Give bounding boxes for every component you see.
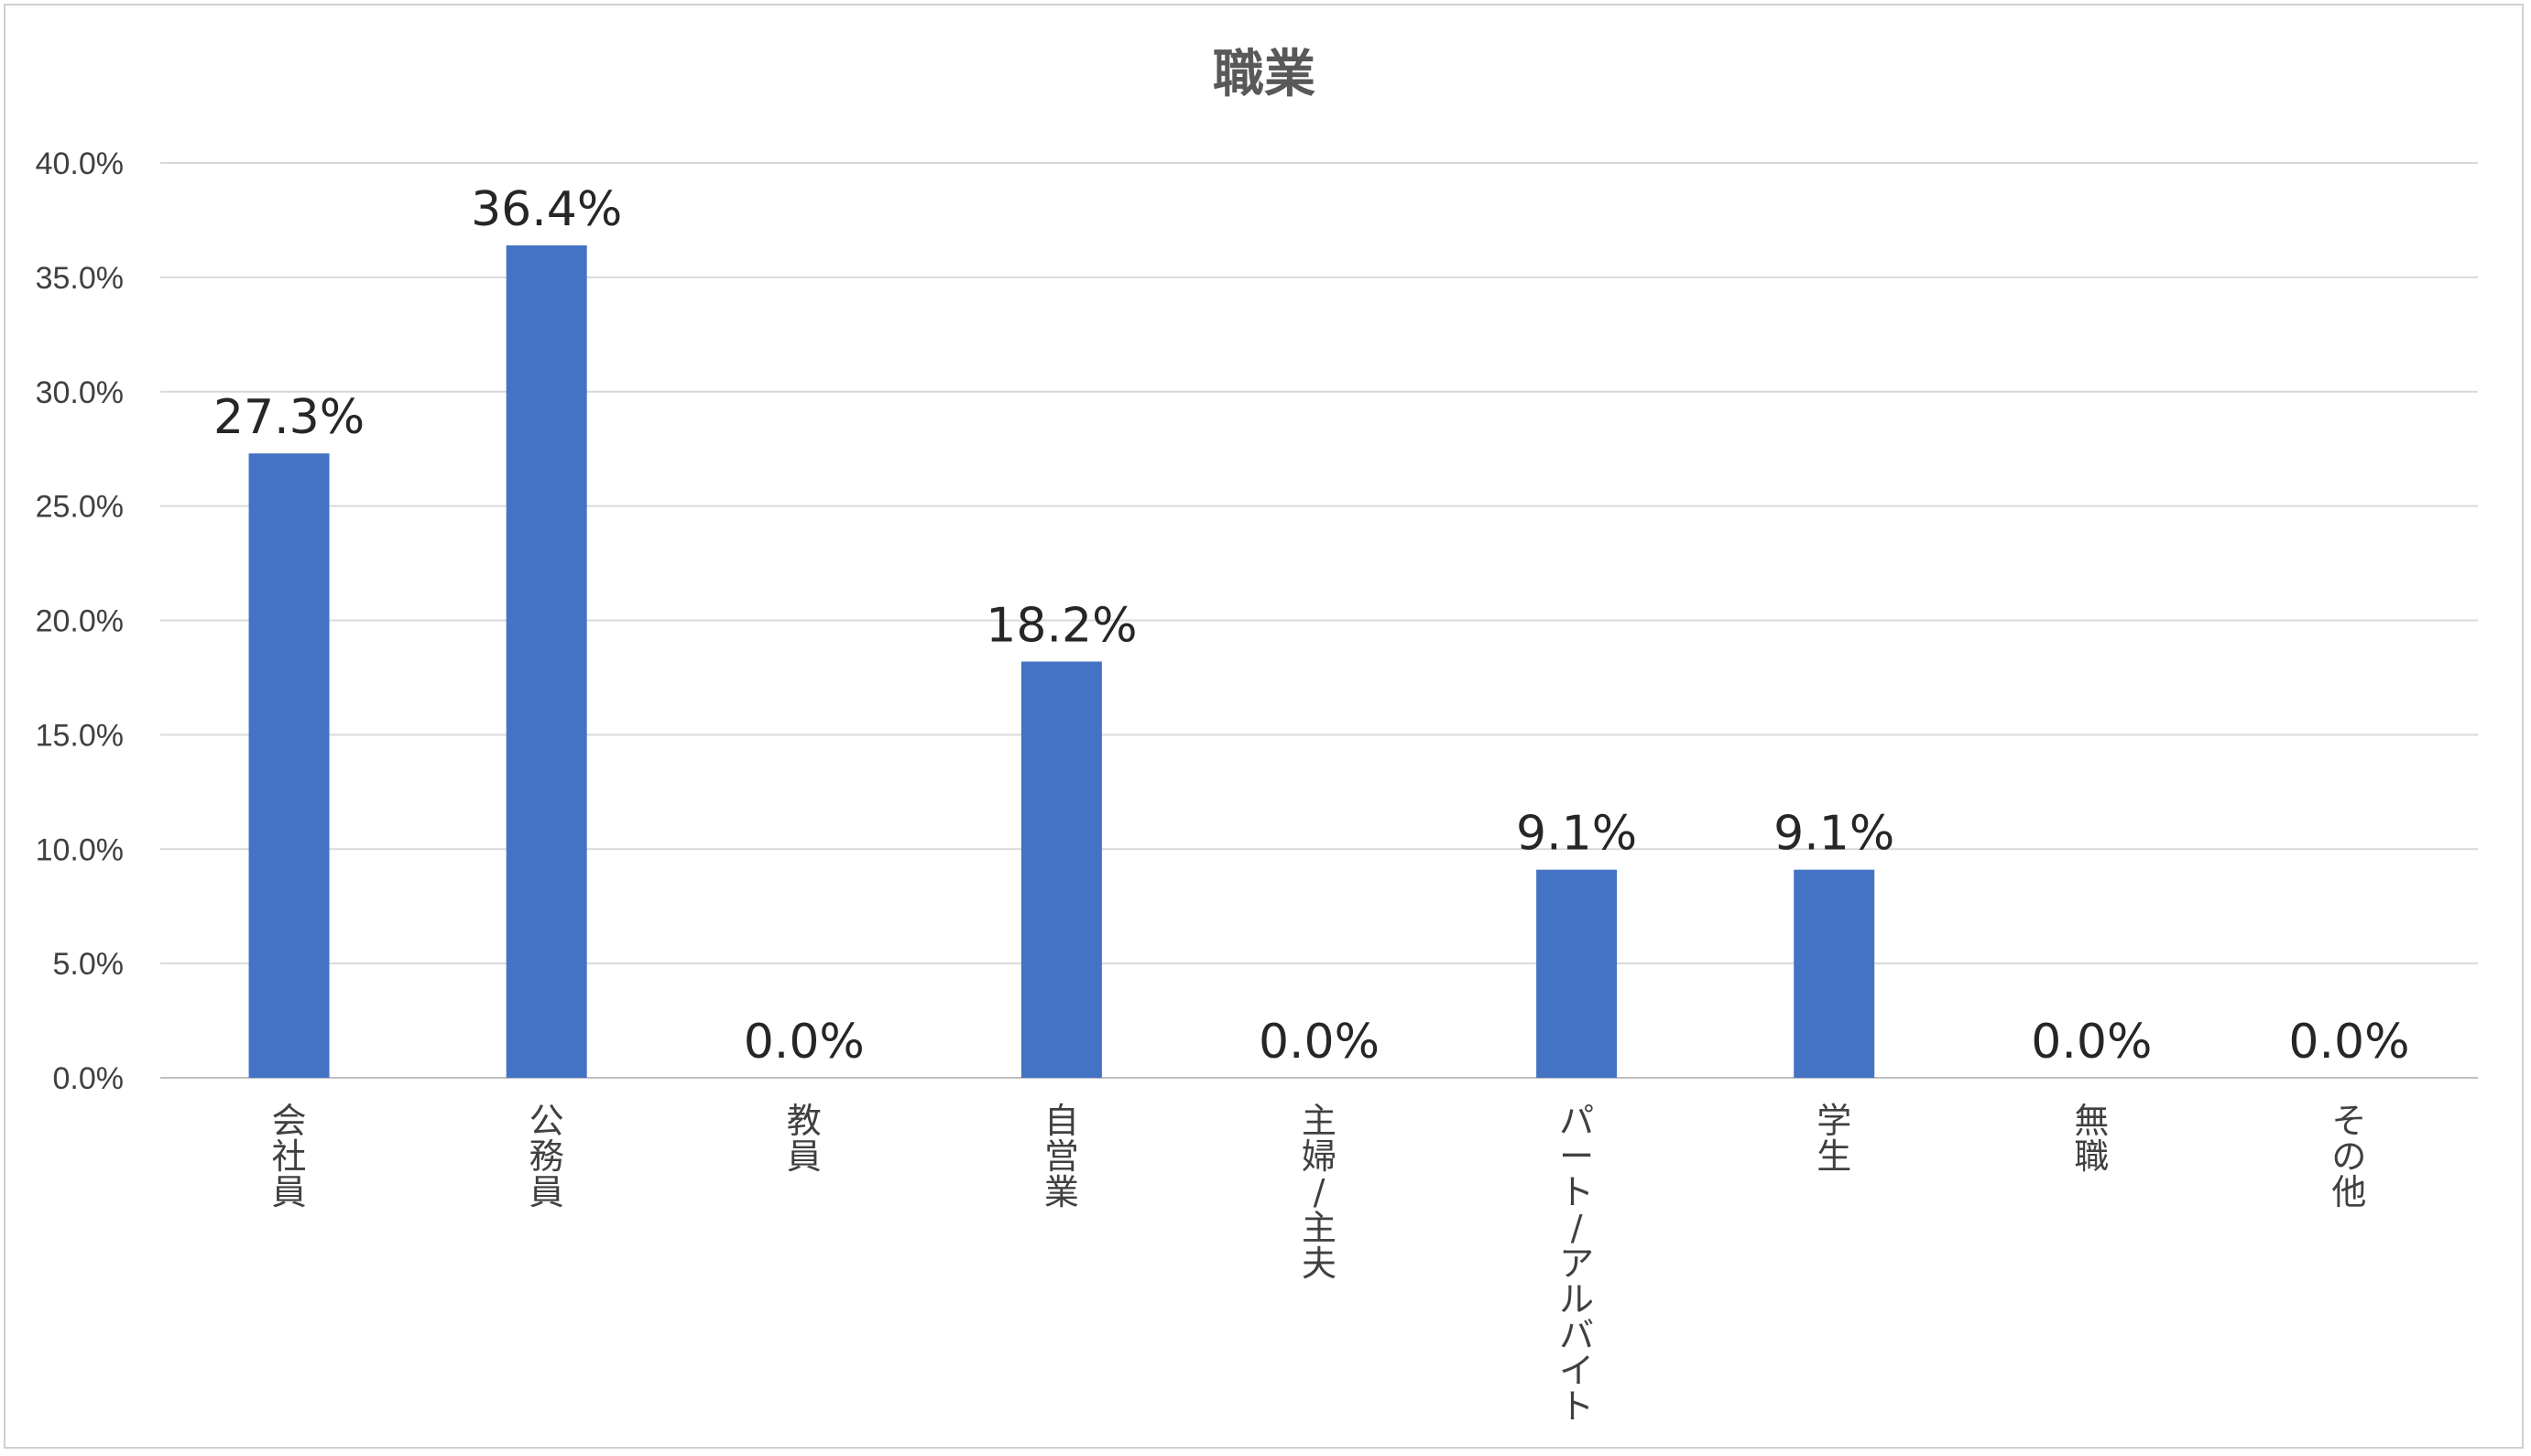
bar: [1536, 869, 1618, 1078]
bar: [506, 244, 587, 1078]
x-tick-label: 公務員: [529, 1101, 564, 1212]
data-label: 36.4%: [471, 182, 622, 237]
bar: [1794, 869, 1875, 1078]
x-tick-label: その他: [2331, 1101, 2366, 1212]
y-tick-label: 40.0%: [36, 147, 124, 181]
x-axis-ticks: 会社員 公務員 教員 自営業 主婦/主夫 パート/アルバイト 学生 無職 その他: [272, 1101, 2367, 1427]
x-tick-label: 無職: [2074, 1101, 2109, 1177]
y-axis-ticks: 0.0% 5.0% 10.0% 15.0% 20.0% 25.0% 30.0% 35.0% 40…: [36, 147, 124, 1096]
x-tick-label: 学生: [1816, 1101, 1851, 1177]
y-tick-label: 15.0%: [36, 718, 124, 753]
data-label: 0.0%: [2031, 1015, 2152, 1070]
x-tick-label: パート/アルバイト: [1559, 1101, 1594, 1427]
bar: [248, 453, 330, 1078]
data-label: 9.1%: [1516, 807, 1637, 862]
data-label: 0.0%: [1259, 1015, 1380, 1070]
chart-frame: [4, 4, 2524, 1449]
y-tick-label: 5.0%: [53, 947, 125, 982]
y-tick-label: 35.0%: [36, 261, 124, 296]
x-tick-label: 教員: [787, 1101, 822, 1177]
data-labels: 27.3% 36.4% 0.0% 18.2% 0.0% 9.1% 9.1% 0.0% 0.0%: [213, 182, 2410, 1070]
data-label: 0.0%: [744, 1015, 865, 1070]
x-tick-label: 会社員: [272, 1101, 307, 1212]
bars: [248, 244, 1875, 1078]
y-tick-label: 25.0%: [36, 490, 124, 525]
data-label: 9.1%: [1773, 807, 1894, 862]
chart-title: 職業: [1213, 45, 1315, 104]
x-tick-label: 主婦/主夫: [1302, 1101, 1336, 1284]
y-tick-label: 20.0%: [36, 604, 124, 639]
y-tick-label: 30.0%: [36, 375, 124, 410]
y-tick-label: 0.0%: [53, 1061, 125, 1096]
data-label: 0.0%: [2288, 1015, 2409, 1070]
x-tick-label: 自営業: [1044, 1101, 1079, 1212]
data-label: 27.3%: [213, 390, 365, 445]
y-tick-label: 10.0%: [36, 832, 124, 867]
data-label: 18.2%: [986, 598, 1137, 653]
bar: [1020, 661, 1102, 1078]
